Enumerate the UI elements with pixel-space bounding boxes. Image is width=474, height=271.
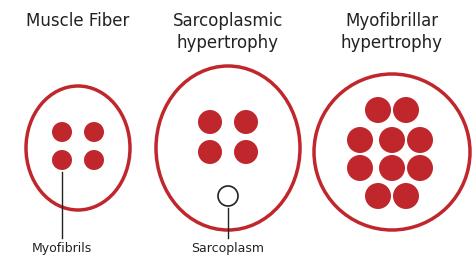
Text: Muscle Fiber: Muscle Fiber [27,12,130,30]
Circle shape [84,122,104,142]
Circle shape [407,127,433,153]
Ellipse shape [156,66,300,230]
Circle shape [347,155,373,181]
Circle shape [379,155,405,181]
Circle shape [393,97,419,123]
Circle shape [365,183,391,209]
Circle shape [407,155,433,181]
Ellipse shape [314,74,470,230]
Circle shape [52,122,72,142]
Circle shape [234,140,258,164]
Circle shape [218,186,238,206]
Circle shape [52,150,72,170]
Circle shape [234,110,258,134]
Circle shape [393,183,419,209]
Circle shape [198,110,222,134]
Ellipse shape [26,86,130,210]
Circle shape [347,127,373,153]
Text: Sarcoplasmic
hypertrophy: Sarcoplasmic hypertrophy [173,12,283,52]
Text: Sarcoplasm: Sarcoplasm [191,242,264,255]
Circle shape [365,97,391,123]
Circle shape [379,127,405,153]
Circle shape [84,150,104,170]
Text: Myofibrils: Myofibrils [32,242,92,255]
Circle shape [198,140,222,164]
Text: Myofibrillar
hypertrophy: Myofibrillar hypertrophy [341,12,443,52]
